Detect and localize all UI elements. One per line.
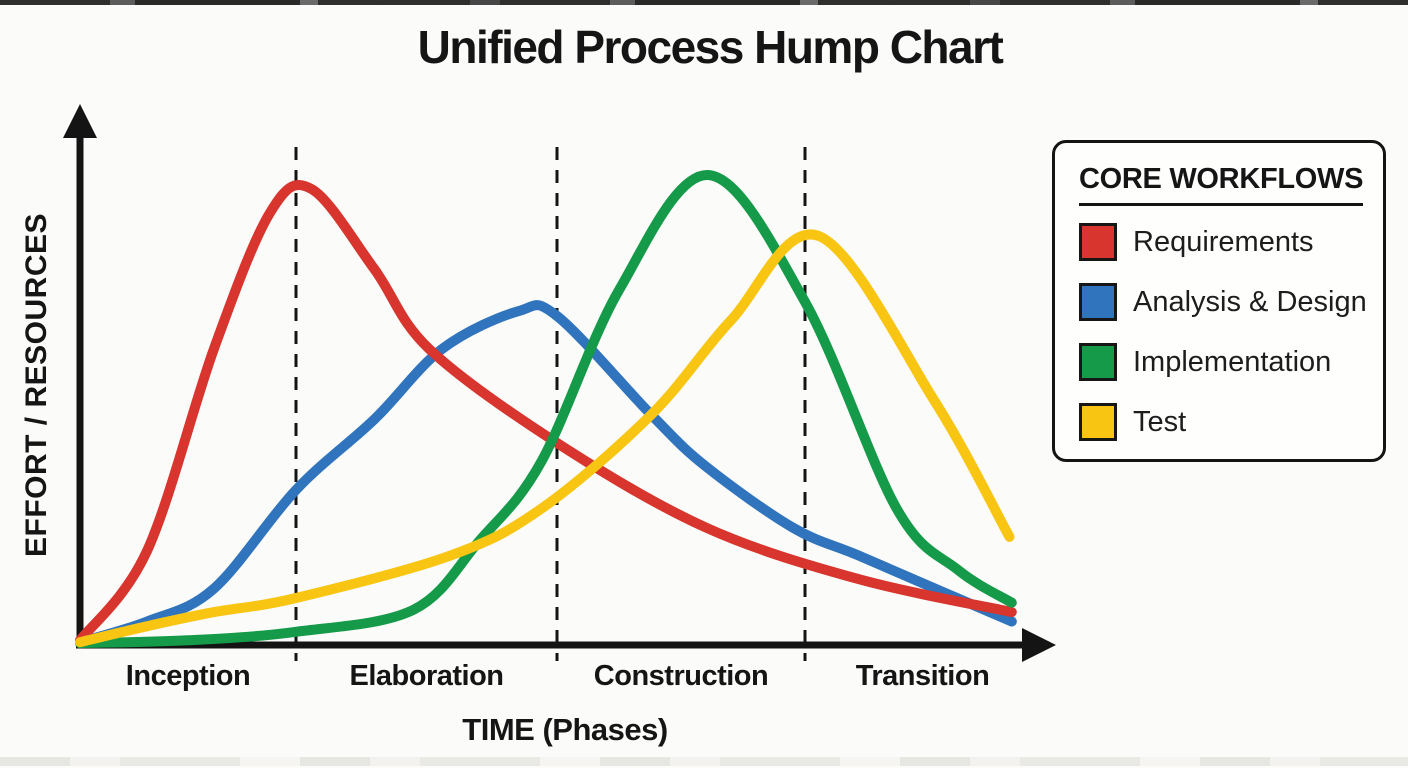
legend-label: Requirements [1133,225,1314,258]
legend-items: Requirements Analysis & Design Implementat… [1079,222,1367,442]
scan-artifact-top [0,0,1408,5]
y-axis-label: EFFORT / RESOURCES [20,212,53,558]
legend-label: Test [1133,405,1187,438]
scan-artifact-bottom [0,757,1408,766]
legend-item: Implementation [1079,342,1359,382]
series-analysis-design-curve [75,300,1017,648]
x-axis-arrow-icon [1022,628,1056,662]
legend-item: Test [1079,402,1359,442]
y-axis-arrow-icon [63,104,97,138]
chart-title: Unified Process Hump Chart [417,21,1004,73]
series-implementation-curve [75,170,1017,649]
legend-swatch-icon [1079,403,1117,441]
legend-title: CORE WORKFLOWS [1079,163,1363,206]
legend-swatch-icon [1079,343,1117,381]
x-category-elaboration: Elaboration [349,660,504,692]
legend-label: Analysis & Design [1133,285,1367,318]
legend-label: Implementation [1133,345,1332,378]
x-category-construction: Construction [593,660,769,692]
series-test-curve [75,229,1015,648]
legend-item: Analysis & Design [1079,282,1367,322]
x-category-transition: Transition [855,660,990,692]
legend-swatch-icon [1079,283,1117,321]
series-requirements-curve [75,180,1017,646]
x-axis-label: TIME (Phases) [462,712,668,747]
x-category-inception: Inception [125,660,251,692]
legend-item: Requirements [1079,222,1359,262]
legend-swatch-icon [1079,223,1117,261]
legend: CORE WORKFLOWS Requirements Analysis & De… [1052,140,1386,462]
